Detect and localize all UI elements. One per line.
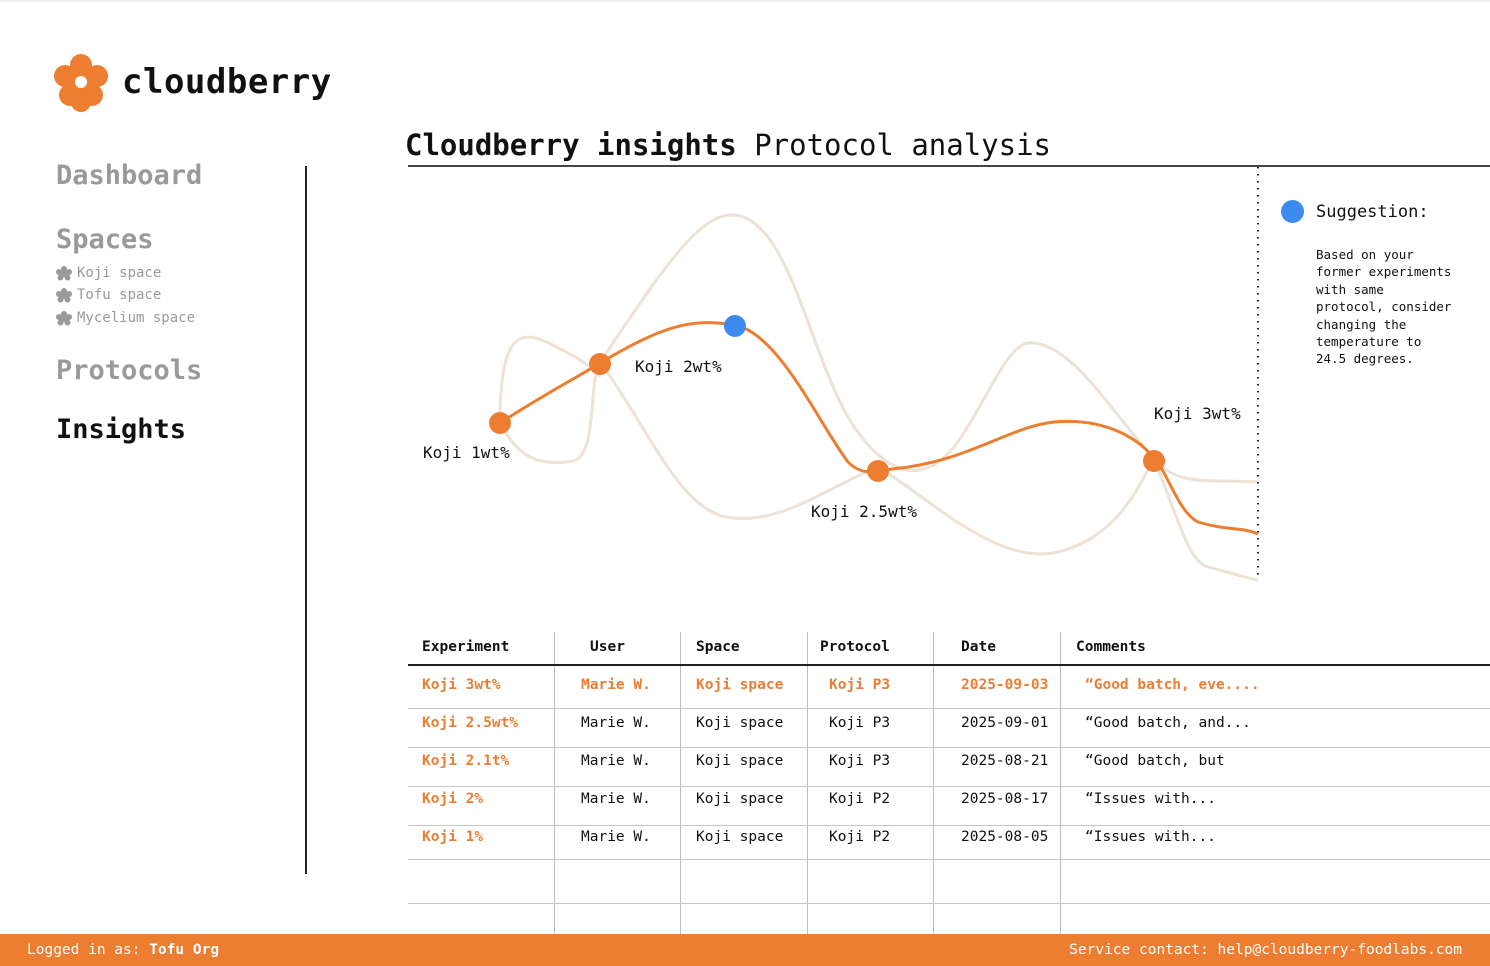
cell-space: Koji space — [696, 677, 784, 693]
nav-space-label: Mycelium space — [77, 310, 196, 326]
col-divider — [680, 632, 681, 934]
context-curve — [498, 213, 1259, 484]
data-point[interactable] — [867, 460, 889, 482]
cell-comments: “Issues with... — [1085, 791, 1216, 807]
sidebar-divider — [305, 166, 307, 874]
nav-space-tofu[interactable]: Tofu space — [56, 287, 161, 303]
header-space[interactable]: Space — [696, 639, 740, 655]
nav-space-label: Koji space — [77, 265, 162, 281]
cell-user: Marie W. — [581, 791, 651, 807]
chart-points: Koji 1wt% Koji 2wt% Koji 2.5wt% Koji 3wt% — [423, 315, 1241, 521]
cell-comments: “Good batch, and... — [1085, 715, 1251, 731]
cell-experiment[interactable]: Koji 2.1t% — [422, 753, 510, 769]
cell-experiment[interactable]: Koji 2% — [422, 791, 484, 807]
header-protocol[interactable]: Protocol — [820, 639, 890, 655]
col-divider — [933, 632, 934, 934]
title-underline — [408, 165, 1490, 167]
col-divider — [1060, 632, 1061, 934]
cluster-icon — [56, 310, 72, 325]
row-divider — [408, 747, 1490, 748]
nav-space-label: Tofu space — [77, 287, 162, 303]
data-point[interactable] — [489, 412, 511, 434]
row-divider — [408, 859, 1490, 860]
page-title: Cloudberry insights Protocol analysis — [405, 128, 1051, 162]
cell-user: Marie W. — [581, 753, 651, 769]
cell-protocol: Koji P2 — [829, 791, 891, 807]
data-point[interactable] — [589, 353, 611, 375]
cell-protocol: Koji P3 — [829, 715, 891, 731]
table-header-rule — [408, 664, 1490, 666]
login-prefix: Logged in as: — [27, 942, 141, 958]
cell-user: Marie W. — [581, 715, 651, 731]
cell-user: Marie W. — [581, 677, 651, 693]
nav-insights[interactable]: Insights — [56, 414, 187, 445]
header-date[interactable]: Date — [961, 639, 996, 655]
cell-protocol: Koji P3 — [829, 677, 891, 693]
suggestion-marker-icon — [1281, 200, 1304, 223]
nav-spaces[interactable]: Spaces — [56, 224, 154, 255]
data-point[interactable] — [1143, 450, 1165, 472]
col-divider — [554, 632, 555, 934]
cell-date: 2025-08-21 — [961, 753, 1049, 769]
nav-space-mycelium[interactable]: Mycelium space — [56, 310, 195, 326]
cluster-icon — [56, 287, 72, 302]
cell-user: Marie W. — [581, 829, 651, 845]
service-contact[interactable]: Service contact: help@cloudberry-foodlab… — [1069, 942, 1462, 958]
cell-space: Koji space — [696, 753, 784, 769]
nav-space-koji[interactable]: Koji space — [56, 265, 161, 281]
page-title-bold: Cloudberry insights — [405, 128, 737, 162]
login-org[interactable]: Tofu Org — [149, 942, 220, 958]
row-divider — [408, 903, 1490, 904]
col-divider — [807, 632, 808, 934]
point-label: Koji 3wt% — [1154, 404, 1241, 423]
cell-space: Koji space — [696, 791, 784, 807]
status-footer: Logged in as: Tofu Org Service contact: … — [0, 934, 1490, 966]
point-label: Koji 2.5wt% — [811, 502, 917, 521]
header-comments[interactable]: Comments — [1076, 639, 1146, 655]
point-label: Koji 1wt% — [423, 443, 510, 462]
cell-experiment[interactable]: Koji 2.5wt% — [422, 715, 519, 731]
cell-date: 2025-09-01 — [961, 715, 1049, 731]
nav-dashboard[interactable]: Dashboard — [56, 160, 203, 191]
experiments-table: Experiment User Space Protocol Date Comm… — [408, 632, 1490, 934]
cell-experiment[interactable]: Koji 1% — [422, 829, 484, 845]
series-line — [499, 321, 1259, 536]
cell-space: Koji space — [696, 715, 784, 731]
suggestion-text: Based on your former experiments with sa… — [1316, 247, 1452, 367]
suggestion-title: Suggestion: — [1316, 202, 1429, 222]
cluster-icon — [56, 265, 72, 280]
cloudberry-logo-icon — [54, 54, 108, 112]
protocol-analysis-chart: Koji 1wt% Koji 2wt% Koji 2.5wt% Koji 3wt% — [423, 167, 1259, 582]
point-label: Koji 2wt% — [635, 357, 722, 376]
cell-experiment[interactable]: Koji 3wt% — [422, 677, 501, 693]
brand-name: cloudberry — [122, 62, 332, 102]
top-border — [0, 0, 1490, 2]
cell-date: 2025-08-05 — [961, 829, 1049, 845]
cell-protocol: Koji P3 — [829, 753, 891, 769]
brand-logo[interactable]: cloudberry — [52, 52, 332, 112]
page-title-rest: Protocol analysis — [754, 128, 1052, 162]
cell-date: 2025-08-17 — [961, 791, 1049, 807]
cell-date: 2025-09-03 — [961, 677, 1049, 693]
nav-protocols[interactable]: Protocols — [56, 355, 203, 386]
login-status: Logged in as: Tofu Org — [27, 942, 219, 958]
cell-space: Koji space — [696, 829, 784, 845]
suggestion-point[interactable] — [724, 315, 746, 337]
header-user[interactable]: User — [590, 639, 625, 655]
cell-comments: “Issues with... — [1085, 829, 1216, 845]
cell-comments: “Good batch, but — [1085, 753, 1225, 769]
cell-comments: “Good batch, eve.... — [1085, 677, 1260, 693]
cell-protocol: Koji P2 — [829, 829, 891, 845]
row-divider — [408, 825, 1490, 826]
row-divider — [408, 786, 1490, 787]
header-experiment[interactable]: Experiment — [422, 639, 510, 655]
row-divider — [408, 708, 1490, 709]
